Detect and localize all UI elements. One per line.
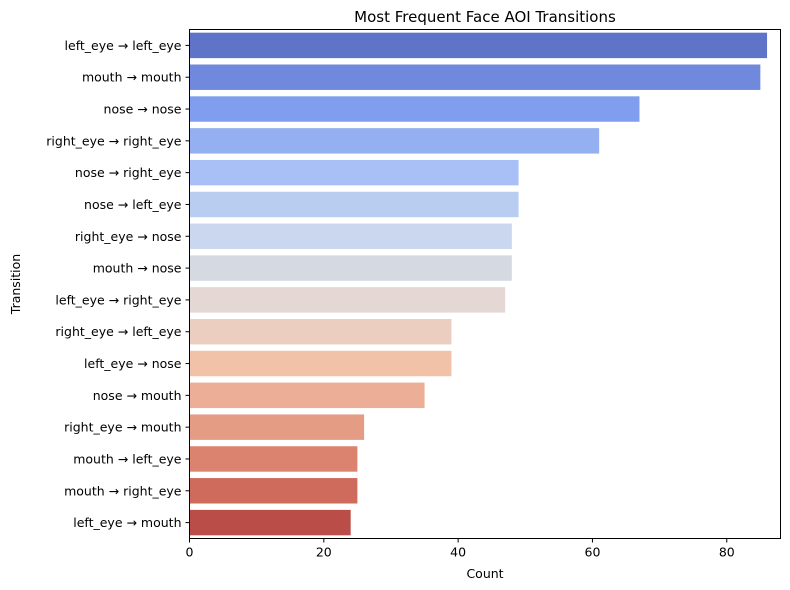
y-tick-label: nose → right_eye [75, 165, 182, 180]
plot-frame [189, 29, 781, 539]
y-tick-label: mouth → nose [93, 261, 182, 276]
bar [189, 32, 768, 59]
y-tick-label: left_eye → left_eye [65, 38, 182, 53]
bar [189, 159, 519, 186]
bar [189, 191, 519, 218]
x-tick-label: 20 [316, 545, 332, 560]
chart-title: Most Frequent Face AOI Transitions [354, 8, 616, 26]
y-tick-label: right_eye → mouth [64, 420, 181, 435]
y-tick-label: nose → left_eye [84, 197, 182, 212]
bar [189, 223, 512, 250]
bar [189, 382, 425, 409]
bars-group [189, 32, 768, 536]
y-tick-label: left_eye → nose [84, 356, 182, 371]
y-tick-label: right_eye → left_eye [55, 324, 181, 339]
y-tick-label: left_eye → right_eye [55, 292, 181, 307]
y-tick-label: right_eye → nose [75, 229, 182, 244]
x-tick-label: 60 [585, 545, 601, 560]
y-tick-label: mouth → right_eye [64, 483, 182, 498]
y-tick-label: left_eye → mouth [73, 515, 181, 530]
y-tick-label: right_eye → right_eye [46, 133, 182, 148]
x-axis-ticks: 0 20 40 60 80 [186, 538, 735, 560]
bar [189, 287, 506, 313]
bar [189, 414, 365, 440]
bar [189, 350, 452, 377]
y-tick-label: nose → mouth [93, 388, 182, 403]
bar [189, 509, 351, 536]
x-tick-label: 40 [450, 545, 466, 560]
bar [189, 318, 452, 345]
bar [189, 64, 761, 90]
bar [189, 128, 600, 154]
y-tick-label: mouth → left_eye [73, 451, 182, 466]
bar [189, 478, 358, 504]
x-axis-label: Count [466, 566, 503, 581]
y-tick-label: nose → nose [104, 102, 182, 117]
bar [189, 96, 640, 122]
y-axis-label: Transition [8, 254, 23, 315]
x-tick-label: 0 [186, 545, 194, 560]
x-tick-label: 80 [719, 545, 735, 560]
bar [189, 446, 358, 472]
y-tick-label: mouth → mouth [82, 70, 182, 85]
bar [189, 255, 512, 281]
